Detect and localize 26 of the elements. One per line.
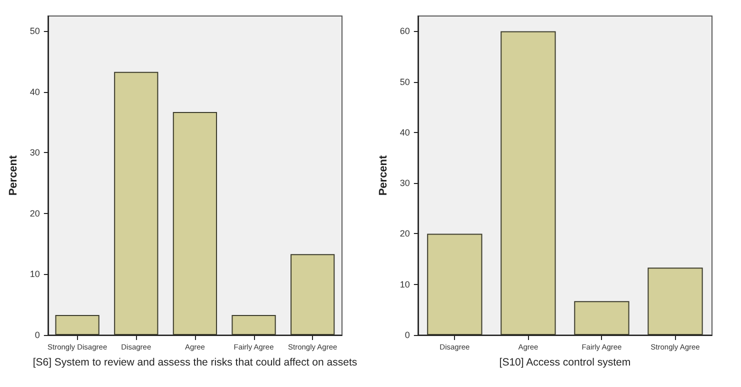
- y-axis-title: Percent: [378, 154, 390, 196]
- bar: [114, 72, 158, 335]
- y-tick-label: 50: [400, 76, 410, 87]
- y-tick-label: 30: [400, 178, 410, 188]
- bar: [55, 314, 100, 335]
- y-axis-title: Percent: [8, 154, 20, 196]
- bar: [290, 254, 335, 335]
- y-tick-label: 40: [30, 86, 40, 97]
- bar: [574, 301, 630, 335]
- y-tick-label: 20: [30, 208, 40, 218]
- y-tick-label: 0: [404, 330, 410, 340]
- y-tick-label: 20: [400, 228, 410, 239]
- x-axis-title: [S6] System to review and assess the risks that could affect on assets: [32, 356, 358, 368]
- x-axis-title: [S10] Access control system: [499, 356, 631, 368]
- y-tick-label: 30: [30, 148, 40, 158]
- y-tick-label: 10: [30, 269, 40, 280]
- y-tick-label: 0: [34, 330, 40, 340]
- bar: [232, 314, 276, 335]
- y-tick-label: 50: [30, 26, 40, 36]
- bar: [172, 112, 218, 335]
- bar: [648, 268, 703, 335]
- bar: [427, 234, 482, 335]
- y-tick-label: 10: [400, 279, 410, 290]
- y-tick-label: 60: [400, 26, 410, 36]
- bar: [500, 31, 556, 335]
- y-tick-label: 40: [400, 127, 410, 138]
